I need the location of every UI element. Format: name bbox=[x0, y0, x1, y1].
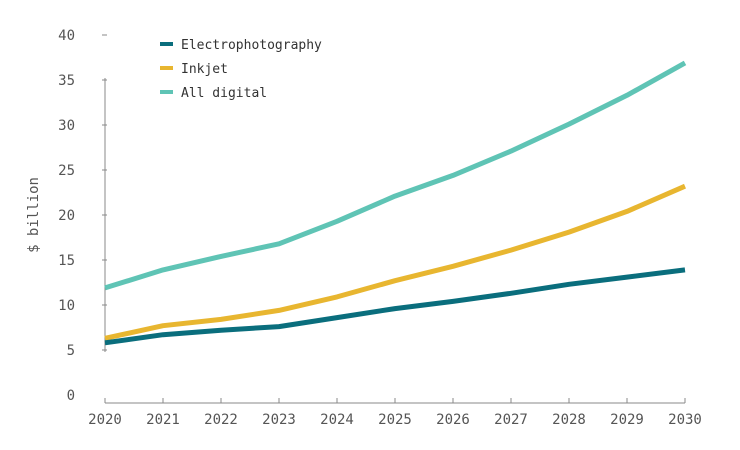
x-tick-label: 2024 bbox=[320, 412, 354, 428]
y-tick-label: 30 bbox=[58, 118, 75, 134]
y-tick-label: 15 bbox=[58, 253, 75, 269]
y-tick-label: 5 bbox=[67, 343, 75, 359]
x-tick-label: 2026 bbox=[436, 412, 470, 428]
legend-label: Electrophotography bbox=[181, 38, 322, 53]
legend: Electrophotography Inkjet All digital bbox=[160, 38, 322, 101]
y-tick-label: 0 bbox=[67, 388, 75, 404]
x-tick-label: 2023 bbox=[262, 412, 296, 428]
x-tick-label: 2025 bbox=[378, 412, 412, 428]
x-tick-label: 2020 bbox=[88, 412, 122, 428]
legend-label: Inkjet bbox=[181, 62, 228, 77]
x-tick-label: 2028 bbox=[552, 412, 586, 428]
legend-label: All digital bbox=[181, 86, 267, 101]
y-tick-label: 10 bbox=[58, 298, 75, 314]
x-tick-label: 2027 bbox=[494, 412, 528, 428]
y-tick-label: 35 bbox=[58, 73, 75, 89]
x-tick-label: 2021 bbox=[146, 412, 180, 428]
series-line-all-digital bbox=[104, 60, 687, 291]
y-axis-label: $ billion bbox=[26, 177, 42, 253]
y-tick-label: 20 bbox=[58, 208, 75, 224]
x-tick-label: 2030 bbox=[668, 412, 702, 428]
series-lines bbox=[104, 60, 687, 346]
y-tick-label: 25 bbox=[58, 163, 75, 179]
x-tick-label: 2029 bbox=[610, 412, 644, 428]
y-tick-label: 40 bbox=[58, 28, 75, 44]
series-line-electrophotography bbox=[104, 267, 686, 346]
series-line-inkjet bbox=[104, 183, 686, 341]
x-tick-label: 2022 bbox=[204, 412, 238, 428]
